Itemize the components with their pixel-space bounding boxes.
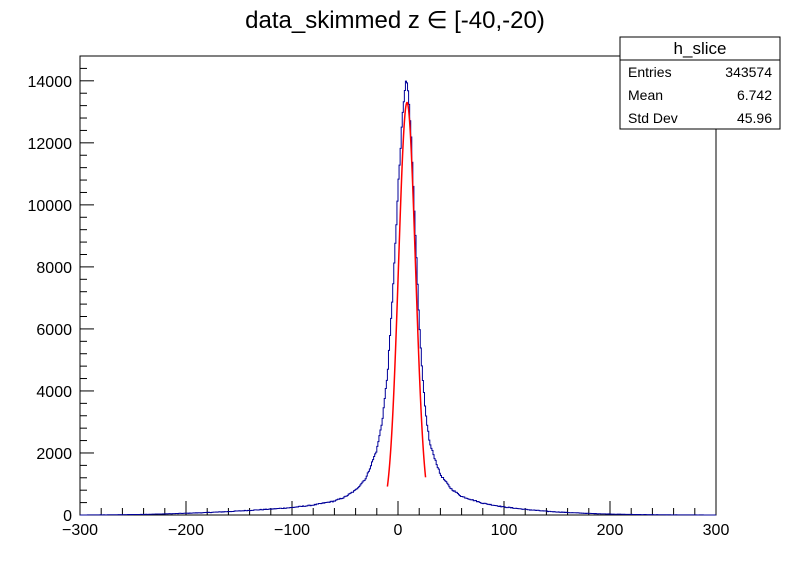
stats-label-entries: Entries [628, 64, 672, 80]
x-axis: −300 −200 −100 0 100 200 300 [62, 501, 729, 539]
fit-curve [386, 101, 427, 487]
x-tick-label: 0 [394, 522, 403, 539]
y-tick-label: 0 [63, 508, 72, 525]
y-tick-label: 12000 [28, 136, 73, 153]
y-tick-label: 8000 [36, 260, 72, 277]
stats-box-frame [619, 36, 781, 130]
y-tick-label: 4000 [36, 384, 72, 401]
stats-box: h_slice Entries 343574 Mean 6.742 Std De… [619, 36, 781, 130]
x-tick-label: 200 [597, 522, 624, 539]
x-tick-label: −200 [168, 522, 204, 539]
y-tick-label: 14000 [28, 74, 73, 91]
y-tick-label: 10000 [28, 198, 73, 215]
stats-value-entries: 343574 [725, 64, 772, 80]
y-axis: 0 2000 4000 6000 8000 10000 12000 14000 [28, 55, 94, 525]
stats-label-mean: Mean [628, 87, 663, 103]
chart-title: data_skimmed z ∈ [-40,-20) [245, 7, 545, 34]
y-tick-label: 6000 [36, 322, 72, 339]
histogram-series [80, 80, 716, 516]
x-tick-label: 300 [703, 522, 730, 539]
x-tick-label: −100 [274, 522, 310, 539]
y-tick-label: 2000 [36, 446, 72, 463]
stats-box-title: h_slice [674, 39, 727, 58]
x-tick-label: −300 [62, 522, 98, 539]
stats-value-std-dev: 45.96 [737, 110, 772, 126]
x-tick-label: 100 [491, 522, 518, 539]
stats-label-std-dev: Std Dev [628, 110, 678, 126]
stats-value-mean: 6.742 [737, 87, 772, 103]
